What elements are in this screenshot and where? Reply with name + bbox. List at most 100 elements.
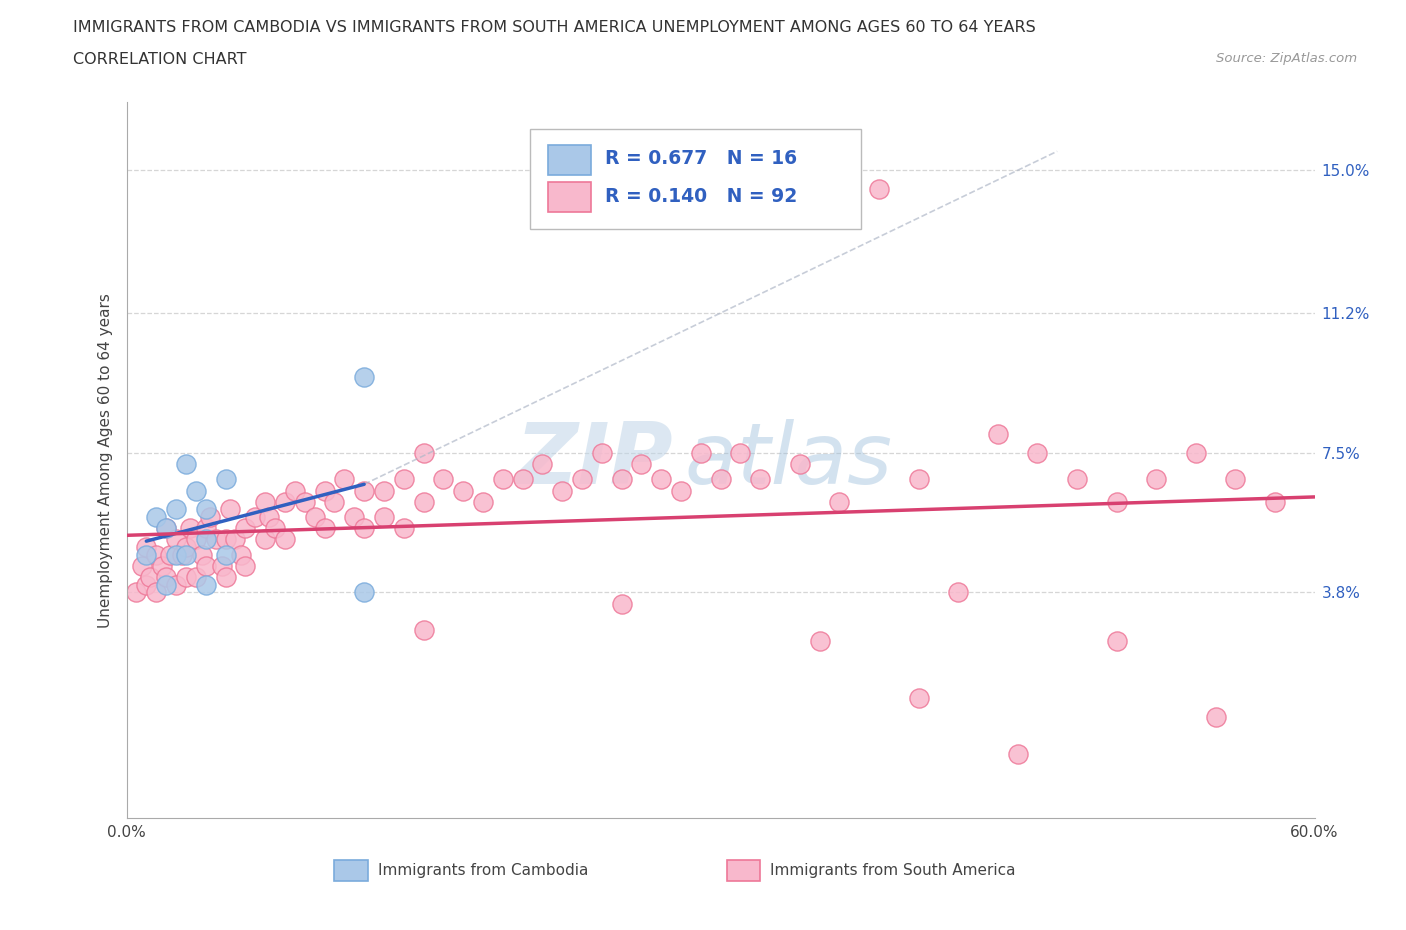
Point (432, 472, 454, 486)
FancyBboxPatch shape (727, 860, 759, 882)
Point (211, 558, 233, 573)
Point (194, 502, 217, 517)
Point (165, 578, 187, 592)
Point (264, 521, 287, 536)
Point (174, 539, 197, 554)
Point (1026, 445, 1049, 460)
Point (749, 472, 772, 486)
Point (274, 532, 297, 547)
Point (233, 521, 257, 536)
Point (165, 502, 187, 517)
Point (323, 495, 346, 510)
Text: Immigrants from Cambodia: Immigrants from Cambodia (378, 863, 589, 878)
Point (294, 495, 316, 510)
Point (669, 483, 692, 498)
Point (131, 558, 153, 573)
Point (789, 457, 811, 472)
Point (125, 585, 148, 600)
Text: CORRELATION CHART: CORRELATION CHART (73, 52, 246, 67)
Point (1105, 495, 1128, 510)
Point (948, 585, 970, 600)
Point (198, 510, 221, 525)
Point (314, 483, 336, 498)
Point (373, 510, 395, 525)
Point (170, 547, 193, 562)
Point (412, 445, 434, 460)
Point (174, 457, 197, 472)
Point (245, 510, 267, 525)
Point (1225, 472, 1247, 486)
Point (689, 445, 711, 460)
Point (472, 495, 495, 510)
Text: atlas: atlas (685, 418, 893, 502)
Point (1066, 472, 1088, 486)
Point (304, 510, 326, 525)
Point (135, 547, 157, 562)
Point (343, 510, 366, 525)
Point (231, 547, 253, 562)
FancyBboxPatch shape (335, 860, 368, 882)
Point (1205, 710, 1227, 724)
Point (451, 483, 474, 498)
Point (214, 547, 236, 562)
Point (194, 521, 217, 536)
Point (174, 547, 197, 562)
FancyBboxPatch shape (548, 181, 591, 212)
Point (233, 558, 257, 573)
FancyBboxPatch shape (530, 128, 860, 229)
Point (1185, 445, 1208, 460)
Point (1264, 495, 1286, 510)
Point (214, 532, 236, 547)
Point (610, 596, 633, 611)
Point (145, 585, 167, 600)
Point (1144, 472, 1167, 486)
Text: ZIP: ZIP (516, 418, 673, 502)
Point (353, 585, 375, 600)
Y-axis label: Unemployment Among Ages 60 to 64 years: Unemployment Among Ages 60 to 64 years (97, 293, 112, 628)
Point (314, 521, 336, 536)
Point (179, 521, 201, 536)
Point (551, 483, 574, 498)
Point (808, 634, 831, 649)
Point (155, 578, 177, 592)
Point (159, 547, 181, 562)
Point (184, 570, 207, 585)
Point (135, 578, 157, 592)
Point (1105, 634, 1128, 649)
Point (907, 472, 929, 486)
Point (412, 622, 434, 637)
Point (610, 472, 633, 486)
Point (174, 570, 197, 585)
Point (165, 547, 187, 562)
Point (214, 472, 236, 486)
Point (155, 521, 177, 536)
Point (1007, 747, 1029, 762)
Point (828, 495, 851, 510)
Point (194, 578, 217, 592)
Point (257, 510, 280, 525)
Point (591, 445, 613, 460)
FancyBboxPatch shape (548, 144, 591, 175)
Point (353, 483, 375, 498)
Point (194, 532, 217, 547)
Point (135, 539, 157, 554)
Point (218, 502, 240, 517)
Point (710, 472, 733, 486)
Point (204, 532, 226, 547)
Point (184, 532, 207, 547)
Point (145, 510, 167, 525)
Point (191, 547, 214, 562)
Point (139, 570, 162, 585)
Point (155, 521, 177, 536)
Point (254, 532, 277, 547)
Point (987, 427, 1010, 442)
Point (184, 483, 207, 498)
Point (730, 445, 752, 460)
Point (650, 472, 672, 486)
Point (150, 558, 173, 573)
Point (274, 495, 297, 510)
Point (630, 457, 652, 472)
Point (571, 472, 593, 486)
Point (373, 483, 395, 498)
Text: Immigrants from South America: Immigrants from South America (770, 863, 1017, 878)
